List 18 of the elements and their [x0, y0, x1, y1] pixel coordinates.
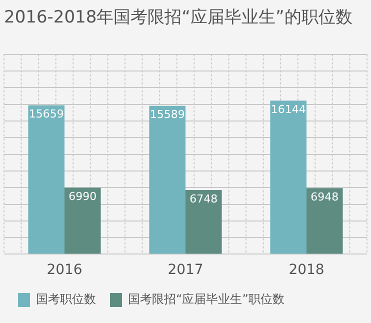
bar	[28, 105, 64, 254]
bar	[149, 106, 186, 254]
data-label: 16144	[270, 102, 306, 116]
data-label: 6748	[190, 192, 218, 206]
bar	[270, 100, 306, 254]
legend-label: 国考限招“应届毕业生”职位数	[128, 292, 284, 306]
bar	[186, 190, 222, 254]
data-label: 6990	[68, 190, 97, 204]
bar	[306, 188, 343, 254]
data-label: 6948	[310, 190, 339, 204]
data-label: 15589	[150, 108, 185, 122]
chart-title: 2016-2018年国考限招“应届毕业生”的职位数	[4, 8, 352, 28]
x-tick-label: 2017	[168, 262, 204, 278]
legend-label: 国考职位数	[36, 292, 96, 306]
x-tick-label: 2016	[46, 262, 82, 278]
x-tick-label: 2018	[288, 262, 324, 278]
data-label: 15659	[28, 108, 64, 121]
bar	[64, 188, 101, 254]
